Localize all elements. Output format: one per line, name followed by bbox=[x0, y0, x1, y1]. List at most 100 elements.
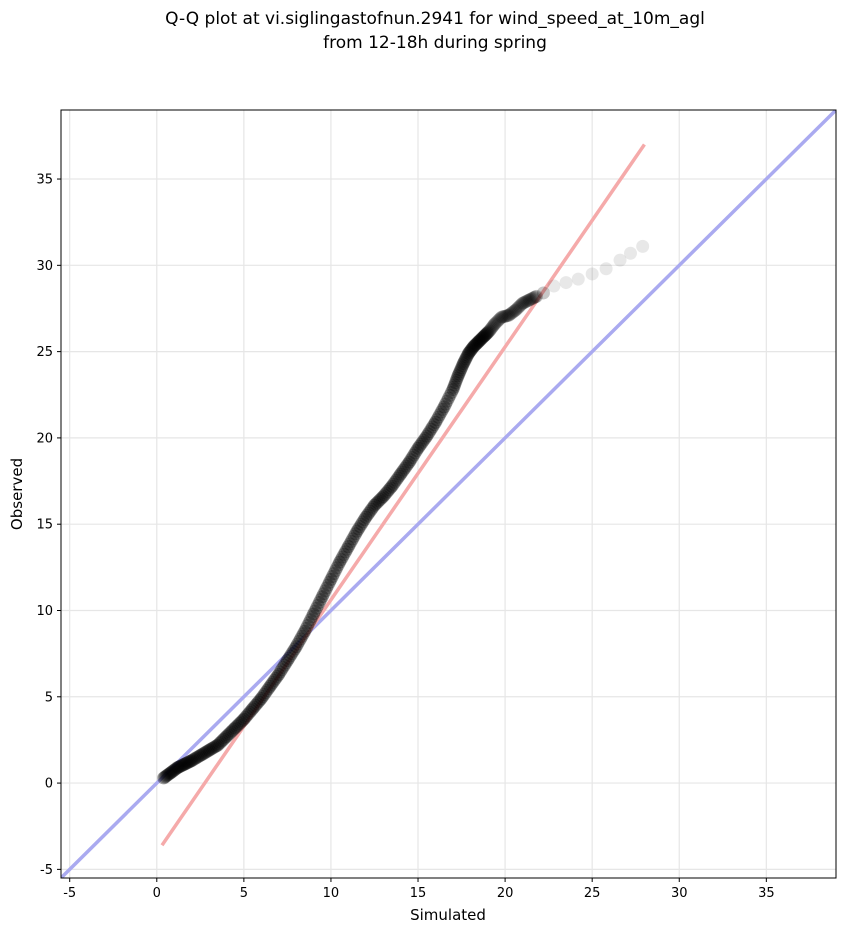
quantile-point bbox=[460, 350, 474, 364]
quantile-point bbox=[482, 324, 496, 338]
quantile-point bbox=[369, 497, 383, 511]
quantile-point bbox=[208, 740, 222, 754]
quantile-point bbox=[279, 656, 293, 670]
quantile-point bbox=[472, 334, 486, 348]
quantile-point bbox=[259, 685, 273, 699]
quantile-point bbox=[528, 290, 542, 304]
quantile-point bbox=[174, 759, 188, 773]
quantile-point bbox=[448, 376, 462, 390]
quantile-point bbox=[383, 481, 397, 495]
quantile-point bbox=[376, 490, 390, 504]
quantile-point bbox=[305, 610, 319, 624]
quantile-point bbox=[302, 616, 316, 630]
quantile-point bbox=[327, 567, 341, 581]
quantile-point bbox=[442, 391, 455, 405]
y-tick-label: 30 bbox=[36, 259, 53, 274]
quantile-point bbox=[411, 441, 425, 455]
quantile-point bbox=[219, 729, 233, 743]
quantile-point bbox=[203, 742, 217, 756]
quantile-point bbox=[175, 758, 189, 772]
quantile-point bbox=[509, 303, 523, 317]
quantile-point bbox=[325, 570, 339, 584]
quantile-point bbox=[215, 734, 229, 748]
quantile-point bbox=[401, 457, 415, 471]
quantile-point bbox=[421, 427, 435, 441]
quantile-point bbox=[333, 555, 347, 569]
quantile-point bbox=[158, 770, 172, 784]
quantile-point bbox=[447, 380, 461, 394]
quantile-point bbox=[463, 344, 477, 358]
quantile-point bbox=[613, 253, 627, 267]
reference-lines bbox=[61, 110, 836, 878]
quantile-point bbox=[192, 749, 206, 763]
quantile-point bbox=[256, 689, 270, 703]
quantile-point bbox=[324, 572, 338, 586]
quantile-point bbox=[171, 761, 185, 775]
quantile-point bbox=[440, 394, 454, 408]
x-tick-label: 30 bbox=[671, 886, 688, 901]
quantile-point bbox=[173, 759, 187, 773]
quantile-point bbox=[487, 318, 501, 332]
quantile-point bbox=[276, 660, 290, 674]
quantile-point bbox=[439, 397, 453, 411]
quantile-point bbox=[398, 461, 412, 475]
quantile-point bbox=[519, 295, 533, 309]
quantile-point bbox=[285, 647, 299, 661]
quantile-point bbox=[547, 279, 561, 293]
quantile-point bbox=[193, 748, 207, 762]
quantile-point bbox=[160, 768, 174, 782]
quantile-point bbox=[467, 339, 481, 353]
quantile-point bbox=[486, 319, 500, 333]
quantile-point bbox=[379, 486, 393, 500]
quantile-point bbox=[304, 613, 318, 627]
quantile-point bbox=[367, 498, 381, 512]
quantile-point bbox=[499, 309, 513, 323]
quantile-point bbox=[217, 732, 231, 746]
quantile-point bbox=[420, 429, 434, 443]
quantile-point bbox=[483, 323, 497, 337]
quantile-point bbox=[424, 422, 438, 436]
quantile-point bbox=[350, 524, 364, 538]
quantile-point bbox=[399, 459, 413, 473]
quantile-point bbox=[449, 373, 463, 387]
quantile-point bbox=[455, 359, 469, 373]
chart-title-line1: Q-Q plot at vi.siglingastofnun.2941 for … bbox=[165, 9, 705, 29]
quantile-point bbox=[201, 744, 215, 758]
quantile-point bbox=[502, 308, 516, 322]
quantile-point bbox=[340, 542, 354, 556]
quantile-point bbox=[237, 712, 251, 726]
quantile-point bbox=[170, 761, 184, 775]
quantile-point bbox=[446, 383, 460, 397]
quantile-point bbox=[233, 717, 247, 731]
quantile-point bbox=[491, 314, 505, 328]
quantile-point bbox=[196, 747, 210, 761]
quantile-point bbox=[273, 665, 287, 679]
quantile-point bbox=[221, 728, 235, 742]
quantile-point bbox=[512, 300, 526, 314]
quantile-point bbox=[198, 746, 212, 760]
quantile-point bbox=[474, 333, 488, 347]
quantile-point bbox=[397, 463, 411, 477]
quantile-point bbox=[394, 467, 408, 481]
quantile-point bbox=[308, 604, 322, 618]
quantile-point bbox=[453, 365, 467, 379]
quantile-point bbox=[520, 294, 534, 308]
quantile-point bbox=[309, 601, 323, 615]
quantile-point bbox=[527, 291, 541, 305]
quantile-point bbox=[431, 410, 445, 424]
quantile-point bbox=[195, 748, 209, 762]
x-tick-label: 25 bbox=[584, 886, 601, 901]
quantile-point bbox=[163, 767, 177, 781]
quantile-point bbox=[479, 327, 493, 341]
quantile-point bbox=[427, 418, 441, 432]
quantile-point bbox=[212, 737, 226, 751]
quantile-point bbox=[254, 692, 268, 706]
quantile-point bbox=[525, 292, 539, 306]
quantile-point bbox=[269, 671, 283, 685]
quantile-point bbox=[408, 446, 422, 460]
quantile-point bbox=[452, 367, 466, 381]
quantile-point bbox=[289, 640, 303, 654]
y-axis-label: Observed bbox=[8, 458, 26, 530]
quantile-point bbox=[359, 510, 373, 524]
quantile-point bbox=[240, 709, 254, 723]
